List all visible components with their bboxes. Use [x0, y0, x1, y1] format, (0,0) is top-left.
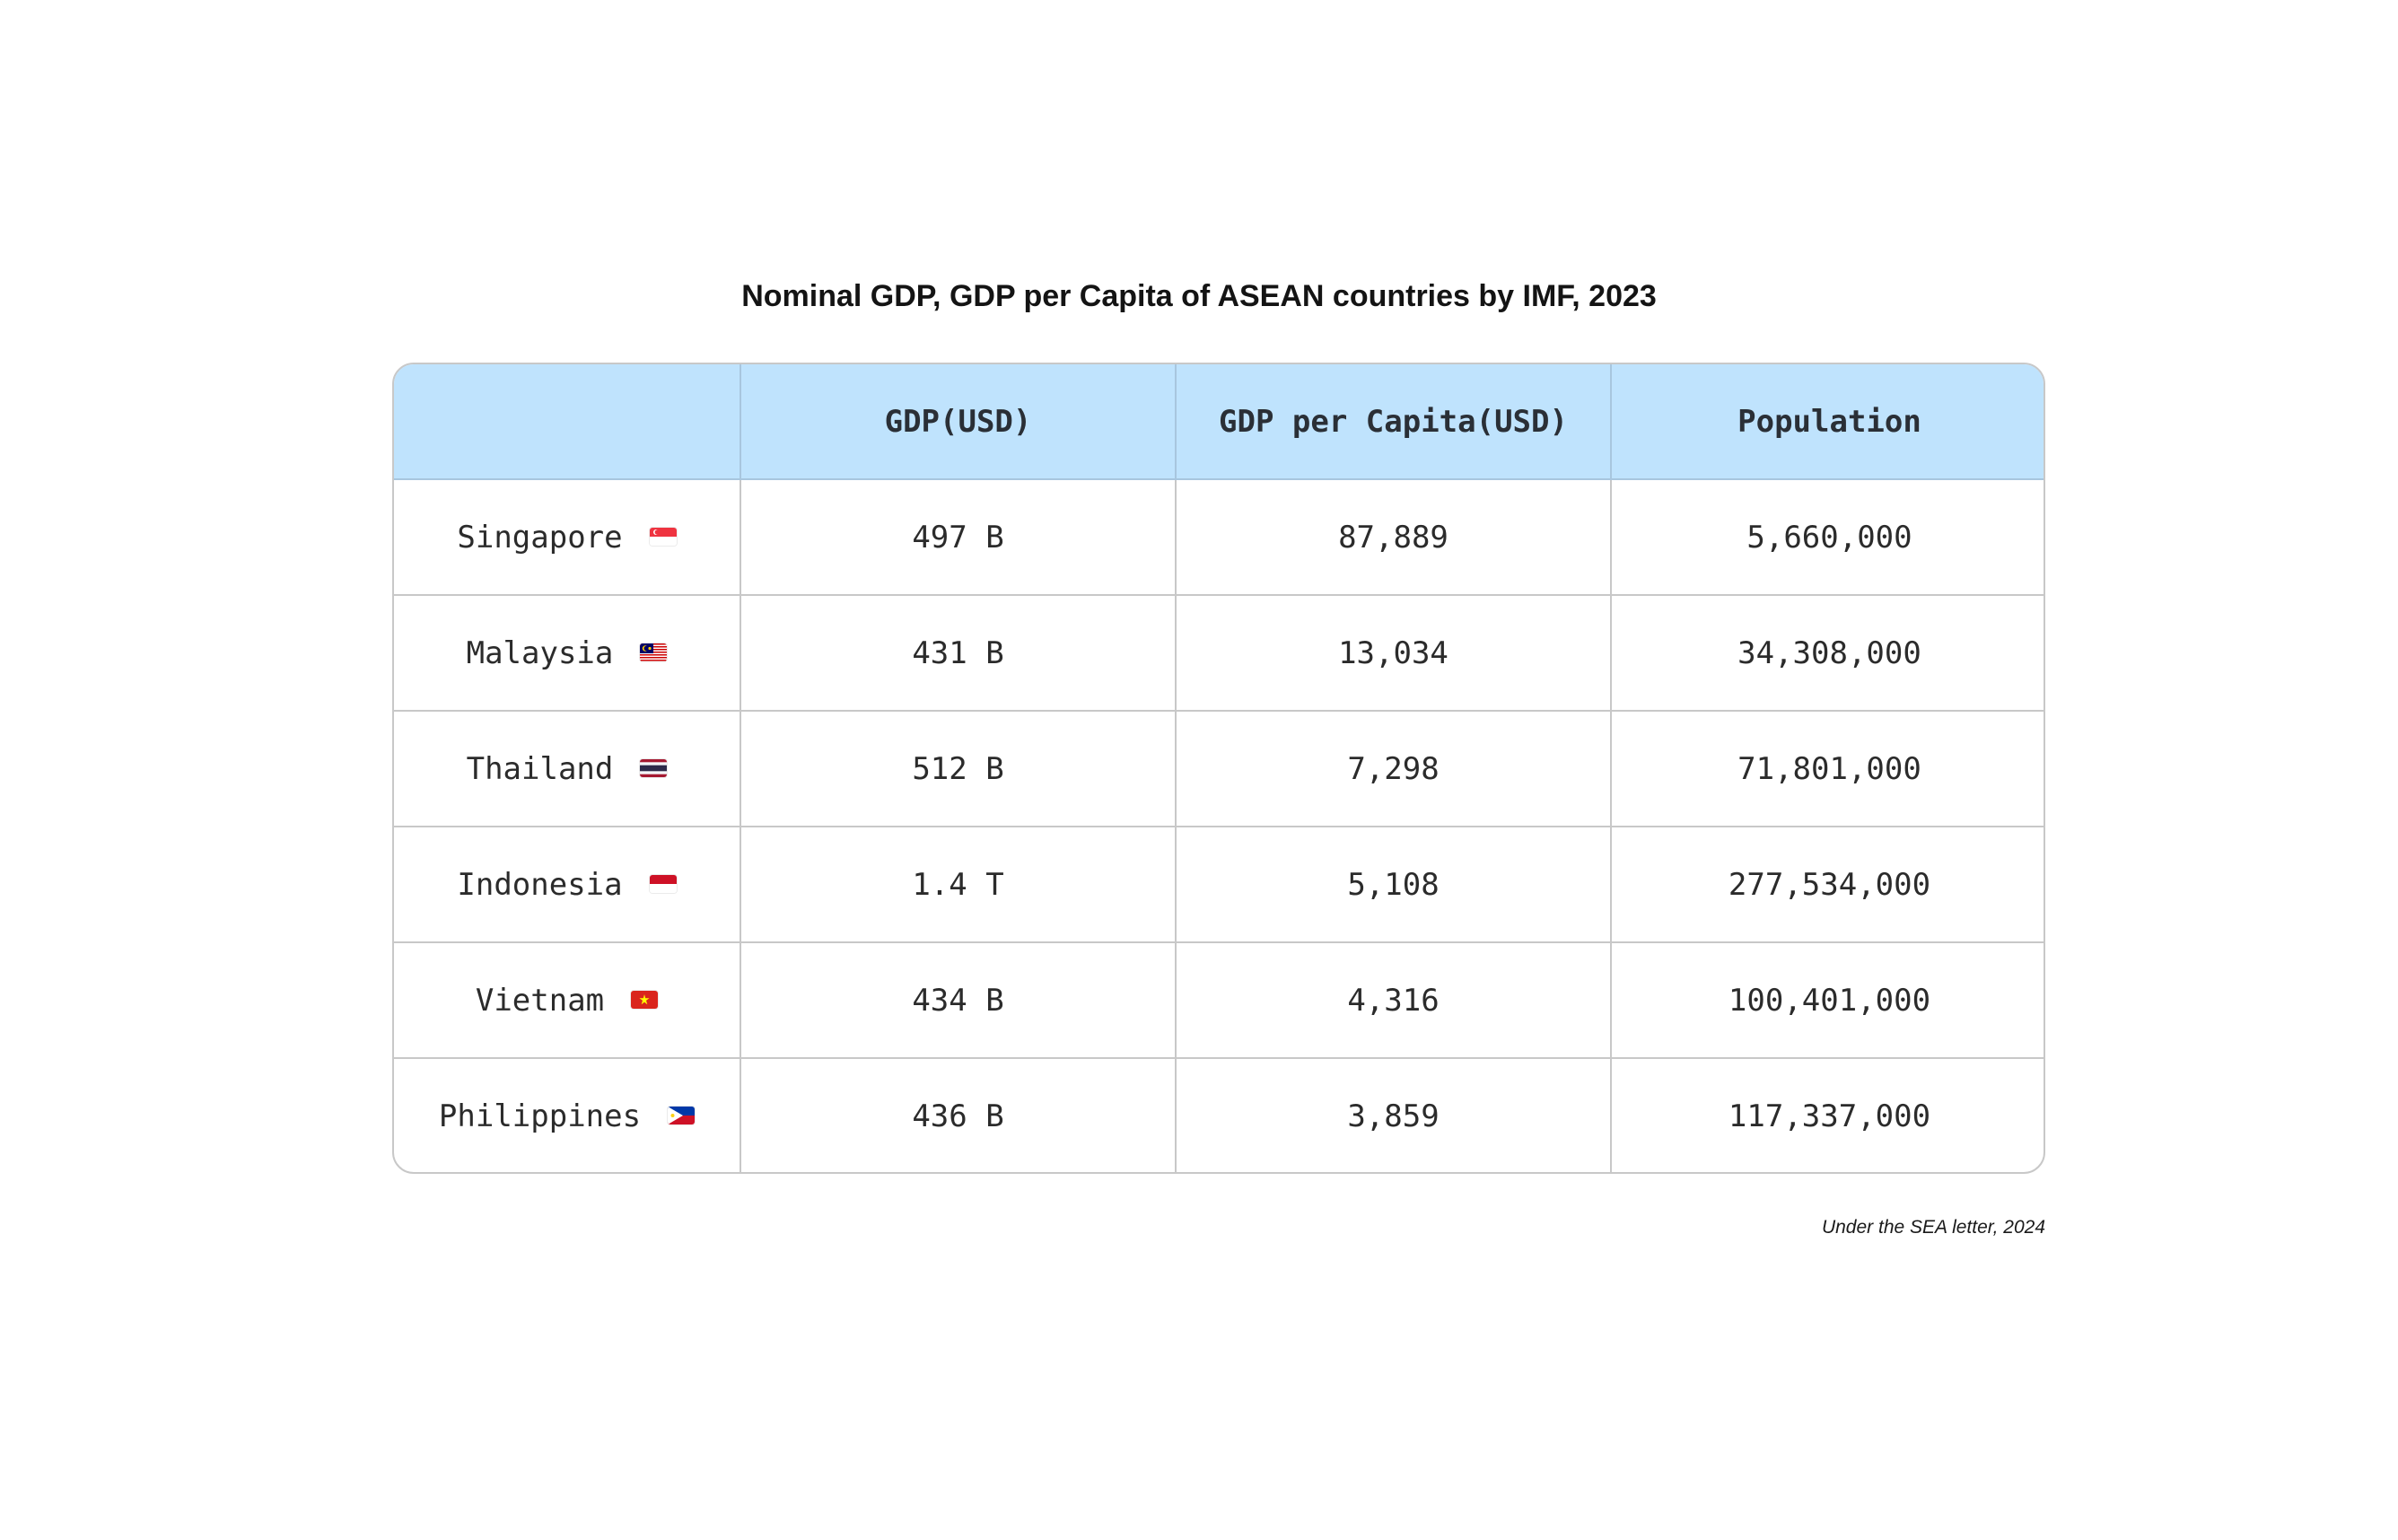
population-cell: 34,308,000 — [1611, 595, 2044, 712]
country-cell: Philippines — [394, 1058, 741, 1172]
population-cell: 71,801,000 — [1611, 711, 2044, 827]
gdp-per-capita-cell: 4,316 — [1176, 942, 1612, 1059]
population-cell: 100,401,000 — [1611, 942, 2044, 1059]
philippines-flag-icon — [668, 1106, 696, 1124]
country-name: Malaysia — [466, 634, 614, 671]
table-row: Indonesia 1.4 T 5,108 277,534,000 — [394, 827, 2044, 943]
gdp-cell: 431 B — [740, 595, 1177, 712]
country-name: Vietnam — [475, 982, 605, 1019]
header-gdp-per-capita: GDP per Capita(USD) — [1176, 364, 1612, 480]
country-cell: Malaysia — [394, 595, 741, 712]
gdp-per-capita-cell: 87,889 — [1176, 479, 1612, 596]
gdp-cell: 1.4 T — [740, 827, 1177, 943]
indonesia-flag-icon — [649, 874, 677, 893]
gdp-per-capita-cell: 7,298 — [1176, 711, 1612, 827]
table-row: Philippines 436 B 3,859 117,337,000 — [394, 1058, 2044, 1172]
data-table: GDP(USD) GDP per Capita(USD) Population … — [392, 363, 2045, 1174]
country-name: Indonesia — [457, 866, 623, 903]
country-name: Singapore — [457, 519, 623, 556]
table-row: Vietnam 434 B 4,316 100,401,000 — [394, 942, 2044, 1059]
thailand-flag-icon — [640, 758, 668, 777]
gdp-cell: 497 B — [740, 479, 1177, 596]
table-row: Thailand 512 B 7,298 71,801,000 — [394, 711, 2044, 827]
gdp-cell: 434 B — [740, 942, 1177, 1059]
population-cell: 5,660,000 — [1611, 479, 2044, 596]
gdp-per-capita-cell: 5,108 — [1176, 827, 1612, 943]
header-gdp: GDP(USD) — [740, 364, 1177, 480]
header-country — [394, 364, 741, 480]
population-cell: 277,534,000 — [1611, 827, 2044, 943]
country-cell: Vietnam — [394, 942, 741, 1059]
country-cell: Thailand — [394, 711, 741, 827]
country-cell: Singapore — [394, 479, 741, 596]
source-note: Under the SEA letter, 2024 — [1821, 1217, 2045, 1238]
country-cell: Indonesia — [394, 827, 741, 943]
malaysia-flag-icon — [640, 643, 668, 661]
gdp-table: GDP(USD) GDP per Capita(USD) Population … — [394, 364, 2044, 1172]
vietnam-flag-icon — [631, 990, 659, 1009]
country-name: Philippines — [438, 1098, 642, 1134]
gdp-cell: 512 B — [740, 711, 1177, 827]
chart-title: Nominal GDP, GDP per Capita of ASEAN cou… — [741, 279, 1657, 313]
table-row: Malaysia 431 B 13,034 34,308,000 — [394, 595, 2044, 712]
singapore-flag-icon — [649, 527, 677, 546]
header-population: Population — [1611, 364, 2044, 480]
gdp-per-capita-cell: 3,859 — [1176, 1058, 1612, 1172]
country-name: Thailand — [466, 750, 614, 787]
population-cell: 117,337,000 — [1728, 1098, 1931, 1134]
gdp-cell: 436 B — [740, 1058, 1177, 1172]
table-row: Singapore 497 B 87,889 5,660,000 — [394, 479, 2044, 596]
gdp-per-capita-cell: 13,034 — [1176, 595, 1612, 712]
header-row: GDP(USD) GDP per Capita(USD) Population — [394, 364, 2044, 480]
